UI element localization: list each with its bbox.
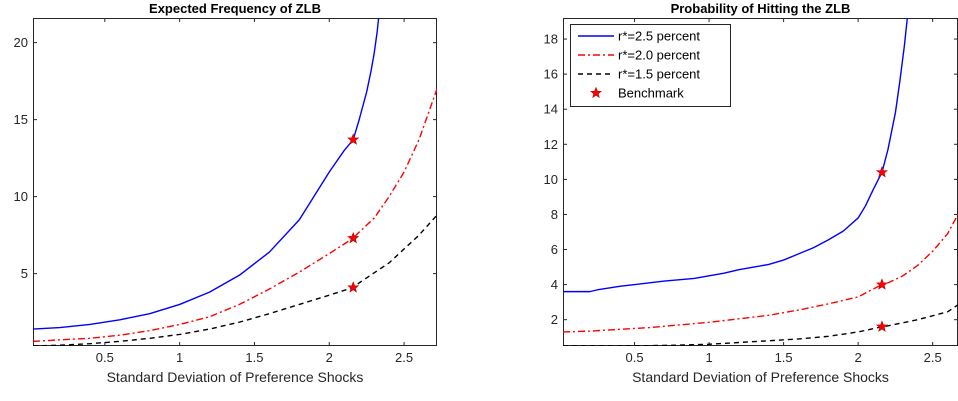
x-tick-label: 2.5 — [924, 350, 942, 365]
benchmark-marker — [347, 231, 360, 244]
y-tick-label: 12 — [544, 137, 558, 152]
y-tick-label: 15 — [14, 112, 28, 127]
y-tick-label: 2 — [551, 312, 558, 327]
axes-box — [33, 18, 437, 346]
y-tick-label: 4 — [551, 277, 558, 292]
y-tick-label: 10 — [14, 189, 28, 204]
x-tick-label: 2.5 — [395, 350, 413, 365]
x-tick-label: 2 — [326, 350, 333, 365]
series-line-2 — [33, 214, 437, 346]
series-line-0 — [563, 18, 909, 293]
x-tick-label: 1.5 — [775, 350, 793, 365]
benchmark-marker — [347, 133, 360, 145]
y-tick-label: 16 — [544, 67, 558, 82]
legend-label: r*=2.5 percent — [618, 29, 700, 44]
chart-title: Expected Frequency of ZLB — [149, 1, 321, 16]
series-line-1 — [563, 214, 958, 333]
y-tick-label: 6 — [551, 242, 558, 257]
chart-expected-frequency: Expected Frequency of ZLB 0.5 1 1.5 2 2.5 5 10 1… — [14, 1, 437, 385]
x-tick-label: 0.5 — [626, 350, 644, 365]
legend-marker-swatch — [589, 86, 603, 99]
y-tick-label: 18 — [544, 32, 558, 47]
y-tick-label: 8 — [551, 207, 558, 222]
benchmark-marker — [875, 278, 889, 290]
x-tick-label: 0.5 — [96, 350, 114, 365]
x-tick-label: 1.5 — [245, 350, 263, 365]
y-tick-label: 14 — [544, 102, 558, 117]
legend-label: r*=2.0 percent — [618, 48, 700, 63]
x-tick-label: 2 — [855, 350, 862, 365]
x-axis-label: Standard Deviation of Preference Shocks — [632, 369, 889, 385]
x-tick-label: 1 — [705, 350, 712, 365]
chart-title: Probability of Hitting the ZLB — [671, 1, 851, 16]
series-line-1 — [33, 88, 437, 343]
chart-probability-hitting: Probability of Hitting the ZLB 0.5 1 1.5 2 2.… — [544, 1, 958, 385]
y-tick-label: 5 — [21, 266, 28, 281]
y-tick-label: 20 — [14, 35, 28, 50]
benchmark-marker — [347, 281, 360, 293]
legend-label: r*=1.5 percent — [618, 67, 700, 82]
benchmark-marker — [875, 320, 889, 332]
series-line-0 — [33, 18, 380, 330]
x-axis-label: Standard Deviation of Preference Shocks — [107, 369, 364, 385]
benchmark-marker — [875, 165, 889, 178]
legend: r*=2.5 percent r*=2.0 percent r*=1.5 perce… — [570, 24, 731, 107]
x-tick-label: 1 — [176, 350, 183, 365]
legend-label: Benchmark — [618, 86, 684, 101]
plot-area — [33, 18, 437, 346]
series-line-2 — [563, 304, 958, 346]
plot-area — [563, 18, 958, 346]
y-tick-label: 10 — [544, 172, 558, 187]
